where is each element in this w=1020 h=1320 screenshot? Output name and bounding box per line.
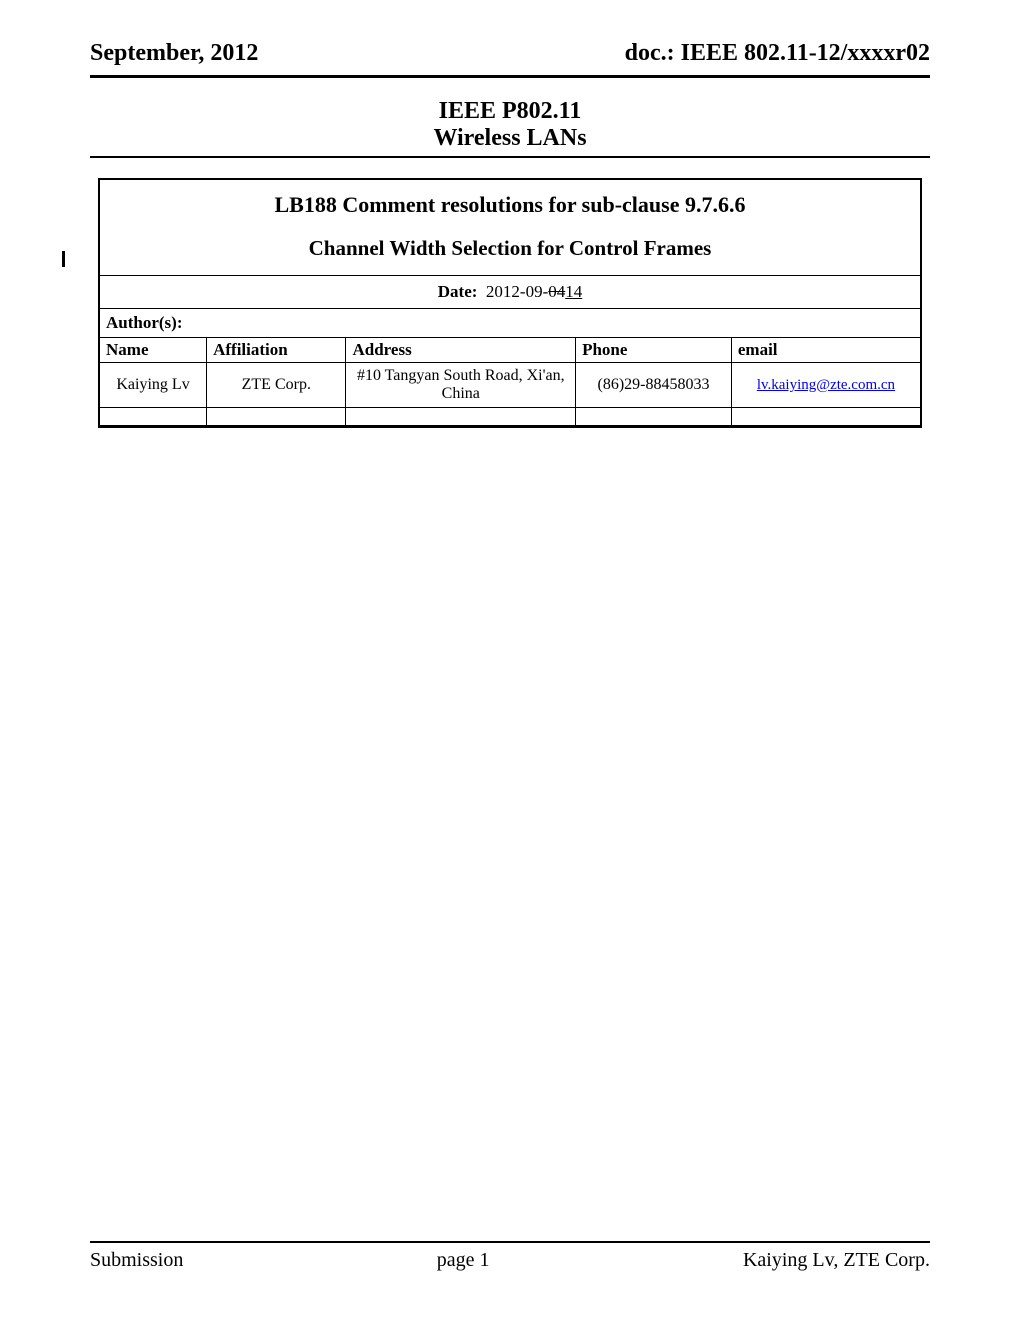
page-footer: Submission page 1 Kaiying Lv, ZTE Corp. [90,1241,930,1272]
date-row: Date: 2012-09-0414 [100,276,920,309]
cell-name: Kaiying Lv [100,363,207,408]
col-header-name: Name [100,338,207,363]
cell-empty [207,408,346,426]
table-header-row: Name Affiliation Address Phone email [100,338,920,363]
revision-mark-icon [62,251,65,267]
table-row: Kaiying Lv ZTE Corp. #10 Tangyan South R… [100,363,920,408]
title-main: LB188 Comment resolutions for sub-clause… [110,192,910,218]
document-header: IEEE P802.11 Wireless LANs [90,98,930,158]
author-table: Name Affiliation Address Phone email Kai… [100,338,920,426]
date-label: Date: [438,282,478,301]
cell-empty [100,408,207,426]
title-section: LB188 Comment resolutions for sub-clause… [100,180,920,276]
cell-empty [346,408,576,426]
title-sub: Channel Width Selection for Control Fram… [110,236,910,261]
date-value: 2012-09-0414 [482,282,583,301]
cell-phone: (86)29-88458033 [576,363,732,408]
cell-affiliation: ZTE Corp. [207,363,346,408]
page-header: September, 2012 doc.: IEEE 802.11-12/xxx… [90,40,930,78]
header-right: doc.: IEEE 802.11-12/xxxxr02 [625,40,930,67]
cell-email: lv.kaiying@zte.com.cn [731,363,920,408]
authors-label: Author(s): [100,309,920,338]
footer-right: Kaiying Lv, ZTE Corp. [743,1249,930,1272]
email-link[interactable]: lv.kaiying@zte.com.cn [757,377,895,393]
footer-left: Submission [90,1249,183,1272]
table-row [100,408,920,426]
header-left: September, 2012 [90,40,258,67]
cell-empty [576,408,732,426]
col-header-address: Address [346,338,576,363]
doc-header-line2: Wireless LANs [90,125,930,152]
cell-empty [731,408,920,426]
col-header-email: email [731,338,920,363]
date-struck: 04 [548,282,565,301]
col-header-phone: Phone [576,338,732,363]
doc-header-line1: IEEE P802.11 [90,98,930,125]
date-inserted: 14 [565,282,582,301]
cell-address: #10 Tangyan South Road, Xi'an, China [346,363,576,408]
footer-center: page 1 [437,1249,490,1272]
title-box: LB188 Comment resolutions for sub-clause… [98,178,922,428]
col-header-affiliation: Affiliation [207,338,346,363]
